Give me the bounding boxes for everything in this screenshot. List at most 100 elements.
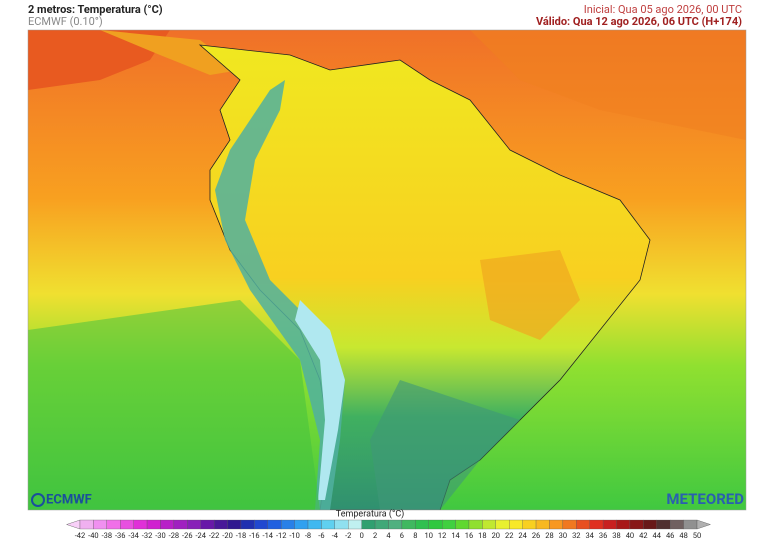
colorbar-label: 8 (413, 531, 417, 540)
colorbar-box (482, 519, 496, 530)
colorbar-label: -26 (182, 531, 193, 540)
colorbar-label: 0 (360, 531, 364, 540)
colorbar-box (334, 519, 349, 530)
colorbar-label: 6 (400, 531, 404, 540)
colorbar-box (401, 519, 416, 530)
colorbar-box (428, 519, 443, 530)
colorbar-label: -8 (305, 531, 311, 540)
colorbar-box (683, 519, 698, 530)
colorbar-box (79, 519, 94, 530)
colorbar-box (93, 519, 107, 530)
colorbar-box (374, 519, 389, 530)
colorbar-label: -14 (263, 531, 274, 540)
colorbar-box (120, 519, 134, 530)
colorbar-box (535, 519, 550, 530)
colorbar-box (455, 519, 470, 530)
colorbar-label: 24 (518, 531, 527, 540)
colorbar-label: -6 (318, 531, 324, 540)
colorbar-box (388, 519, 403, 530)
map-frame (27, 29, 747, 511)
colorbar-box (589, 519, 604, 530)
colorbar-box (267, 519, 282, 530)
colorbar-box (629, 519, 644, 530)
colorbar-label: 26 (532, 531, 540, 540)
colorbar-box (227, 519, 242, 530)
colorbar-box (160, 519, 175, 530)
colorbar-label: 4 (386, 531, 391, 540)
colorbar-box (307, 519, 322, 530)
colorbar-label: 48 (679, 531, 687, 540)
colorbar-box (656, 519, 671, 530)
colorbar-box (602, 519, 617, 530)
colorbar-box (549, 519, 564, 530)
map (28, 30, 746, 510)
colorbar-box (522, 519, 537, 530)
colorbar-box (348, 519, 362, 530)
colorbar-box (670, 519, 684, 530)
colorbar-label: 20 (492, 531, 500, 540)
colorbar-box (509, 519, 523, 530)
colorbar-label: 2 (373, 531, 377, 540)
source: ECMWF (0.10°) (28, 15, 103, 28)
colorbar-label: -16 (249, 531, 260, 540)
colorbar-box (187, 519, 201, 530)
colorbar-box (643, 519, 657, 530)
colorbar-label: -12 (276, 531, 287, 540)
colorbar-box (415, 519, 429, 530)
colorbar-box (240, 519, 255, 530)
initial-time: Inicial: Qua 05 ago 2026, 00 UTC (584, 3, 742, 16)
valid-time: Válido: Qua 12 ago 2026, 06 UTC (H+174) (536, 15, 742, 28)
colorbar-box (321, 519, 335, 530)
colorbar-label: -4 (332, 531, 339, 540)
colorbar-label: 40 (626, 531, 634, 540)
colorbar-arrow (696, 519, 712, 530)
colorbar-box (146, 519, 161, 530)
colorbar-title: Temperatura (°C) (336, 508, 404, 519)
colorbar-box (254, 519, 268, 530)
colorbar-label: 32 (572, 531, 580, 540)
colorbar-box (213, 519, 228, 530)
colorbar-label: -38 (102, 531, 113, 540)
logo-meteored: METEORED (666, 490, 744, 508)
colorbar-box (616, 519, 631, 530)
colorbar-label: 34 (585, 531, 594, 540)
colorbar-label: -40 (88, 531, 99, 540)
colorbar-label: 42 (639, 531, 647, 540)
colorbar-label: -2 (345, 531, 351, 540)
colorbar-label: 36 (599, 531, 607, 540)
colorbar-label: 16 (465, 531, 473, 540)
colorbar-box (106, 519, 121, 530)
colorbar-label: 30 (559, 531, 567, 540)
colorbar-box (442, 519, 456, 530)
colorbar-label: -36 (115, 531, 126, 540)
colorbar-box (294, 519, 309, 530)
colorbar-box (133, 519, 148, 530)
colorbar-label: -18 (236, 531, 247, 540)
colorbar-label: -20 (222, 531, 233, 540)
colorbar-label: 14 (451, 531, 460, 540)
title: 2 metros: Temperatura (°C) (28, 3, 163, 16)
logo-icon (31, 493, 45, 507)
colorbar-box (361, 519, 376, 530)
colorbar-label: 22 (505, 531, 513, 540)
colorbar-label: 10 (425, 531, 433, 540)
colorbar-label: 18 (478, 531, 486, 540)
colorbar-label: 38 (612, 531, 620, 540)
colorbar-label: -10 (289, 531, 300, 540)
colorbar-label: 12 (438, 531, 446, 540)
colorbar-label: -30 (155, 531, 166, 540)
colorbar-arrow (65, 519, 81, 530)
colorbar-box (495, 519, 510, 530)
colorbar-box (173, 519, 188, 530)
colorbar-label: 28 (545, 531, 553, 540)
colorbar-label: -32 (142, 531, 153, 540)
colorbar-box (281, 519, 295, 530)
colorbar-label: -28 (169, 531, 180, 540)
colorbar-label: 46 (666, 531, 674, 540)
colorbar-label: 44 (653, 531, 662, 540)
colorbar-box (200, 519, 215, 530)
colorbar-label: -42 (75, 531, 86, 540)
colorbar-box (562, 519, 577, 530)
colorbar-label: -22 (209, 531, 220, 540)
